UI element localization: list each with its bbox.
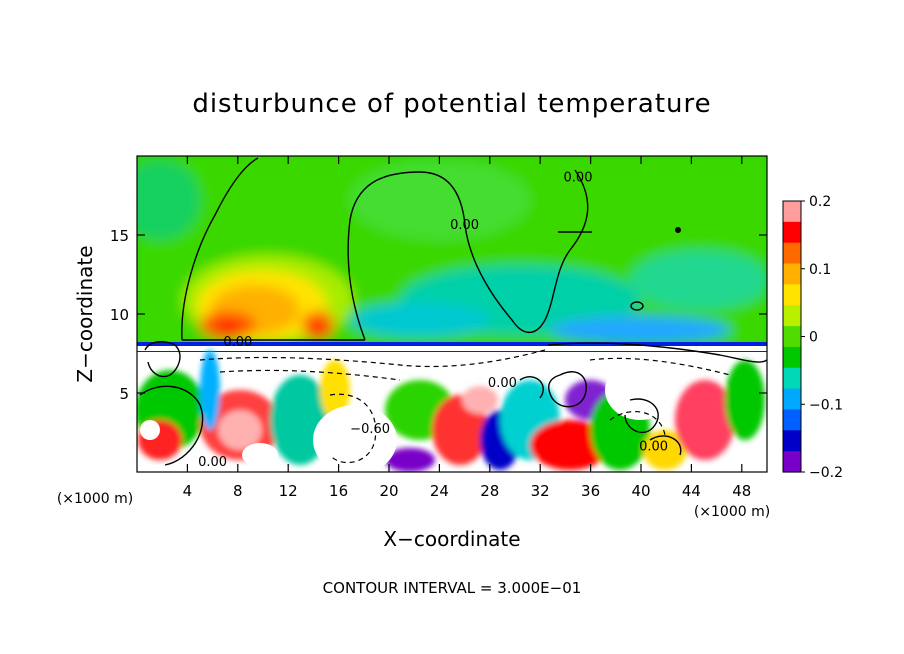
colorbar-swatch (783, 242, 801, 265)
y-tick-label: 10 (110, 306, 129, 324)
x-tick-label: 36 (581, 482, 600, 500)
contour-interval-note: CONTOUR INTERVAL = 3.000E−01 (323, 579, 582, 597)
heatmap-field (137, 156, 767, 472)
colorbar-swatch (783, 221, 801, 244)
colorbar-tick-label: 0 (809, 330, 818, 346)
chart-title: disturbunce of potential temperature (192, 89, 711, 119)
contour-label: 0.00 (450, 218, 479, 233)
colorbar-swatch (783, 346, 801, 369)
colorbar-swatch (783, 284, 801, 306)
y-tick-label: 5 (119, 385, 129, 403)
colorbar-swatch (783, 326, 801, 348)
x-tick-label: 40 (631, 482, 650, 500)
colorbar: 0.2 0.1 0 −0.1 −0.2 (782, 194, 843, 481)
colorbar-tick-label: 0.1 (809, 262, 831, 278)
colorbar-tick-label: −0.1 (809, 397, 843, 413)
x-tick-label: 48 (732, 482, 751, 500)
x-tick-label: 32 (531, 482, 550, 500)
x-tick-label: 28 (480, 482, 499, 500)
x-tick-label: 4 (183, 482, 193, 500)
x-tick-label: 12 (279, 482, 298, 500)
colorbar-tick-label: 0.2 (809, 194, 831, 210)
y-axis-label: Z−coordinate (73, 245, 97, 382)
y-tick-label: 15 (110, 227, 129, 245)
x-tick-label: 16 (329, 482, 348, 500)
x-tick-label: 20 (379, 482, 398, 500)
colorbar-swatch (783, 409, 801, 431)
contour-label: 0.00 (564, 171, 593, 186)
contour-label: 0.00 (488, 376, 517, 391)
colorbar-swatch (783, 263, 801, 285)
colorbar-tick-label: −0.2 (809, 465, 843, 481)
x-tick-label: 44 (682, 482, 701, 500)
colorbar-swatch (783, 201, 801, 223)
colorbar-swatch (783, 451, 801, 473)
contour-label: 0.00 (639, 439, 668, 454)
x-axis-label: X−coordinate (383, 527, 520, 551)
colorbar-swatch (783, 388, 801, 411)
contour-label: −0.60 (350, 422, 390, 437)
x-tick-label: 8 (233, 482, 243, 500)
x-unit-label-left: (×1000 m) (57, 491, 133, 507)
contour-label: 0.00 (198, 455, 227, 470)
colorbar-swatch (783, 430, 801, 452)
x-tick-label: 24 (430, 482, 449, 500)
contour-label-layer: 0.00 0.00 0.00 0.00 0.00 −0.60 0.00 (198, 171, 668, 470)
colorbar-swatch (783, 305, 801, 327)
x-unit-label-right: (×1000 m) (694, 504, 770, 520)
contour-label: 0.00 (223, 335, 252, 350)
colorbar-swatch (783, 367, 801, 390)
